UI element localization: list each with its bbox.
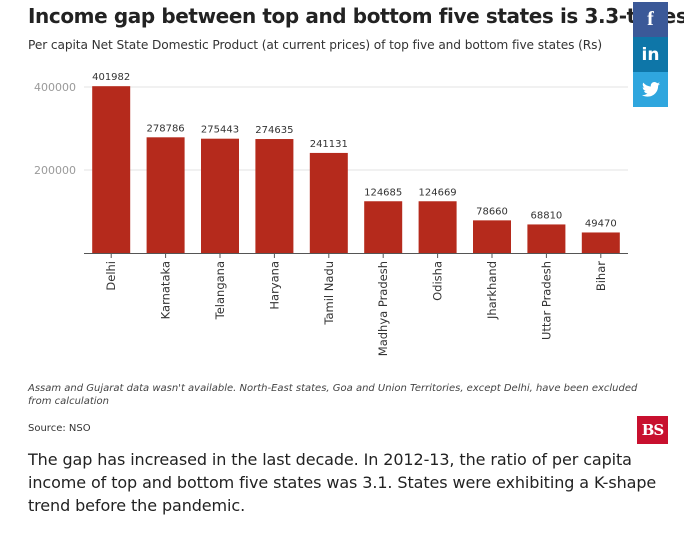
category-label: Delhi [104,261,118,291]
value-label: 49470 [585,218,617,229]
bar [309,152,348,253]
linkedin-share-button[interactable]: in [633,37,668,72]
value-label: 68810 [530,210,562,221]
value-label: 124685 [364,187,402,198]
value-label: 241131 [310,139,348,150]
x-axis [84,253,628,258]
bar [418,201,457,253]
category-label: Bihar [594,261,608,291]
bar [581,232,620,253]
twitter-share-button[interactable] [633,72,668,107]
category-label: Jharkhand [485,261,499,320]
bar-chart: 200000 400000 401982 278786 275443 274635 241… [34,72,628,356]
category-label: Haryana [267,261,281,310]
bar [527,224,566,253]
category-label: Karnataka [159,261,173,319]
linkedin-icon: in [641,44,660,65]
value-label: 401982 [92,72,130,83]
value-label: 124669 [419,187,457,198]
y-axis-ticks: 200000 400000 [34,81,76,177]
twitter-icon [641,82,660,97]
bar [201,138,239,253]
facebook-icon: f [647,8,654,30]
bar [146,137,185,253]
chart-subtitle: Per capita Net State Domestic Product (a… [28,38,603,52]
bars [92,86,620,254]
article-paragraph: The gap has increased in the last decade… [28,450,657,515]
chart-footnote: Assam and Gujarat data wasn't available.… [28,383,638,407]
bar [364,201,403,253]
category-label: Telangana [213,261,227,320]
facebook-share-button[interactable]: f [633,2,668,37]
source-note: Source: NSO [28,423,91,434]
bar [473,220,511,253]
value-label: 274635 [255,125,293,136]
y-tick-label: 200000 [34,164,76,177]
category-label: Madhya Pradesh [376,261,390,356]
category-label: Tamil Nadu [322,261,336,326]
bar [255,139,294,253]
value-labels: 401982 278786 275443 274635 241131 124685 1246… [92,72,617,229]
chart-title: Income gap between top and bottom five s… [28,4,684,28]
value-label: 278786 [147,123,185,134]
category-label: Odisha [431,261,445,301]
value-label: 78660 [476,206,508,217]
bar [92,86,131,254]
y-tick-label: 400000 [34,81,76,94]
category-labels: Delhi Karnataka Telangana Haryana Tamil Nadu… [104,261,608,356]
category-label: Uttar Pradesh [539,261,553,340]
value-label: 275443 [201,125,239,136]
business-standard-logo: BS [637,416,668,444]
